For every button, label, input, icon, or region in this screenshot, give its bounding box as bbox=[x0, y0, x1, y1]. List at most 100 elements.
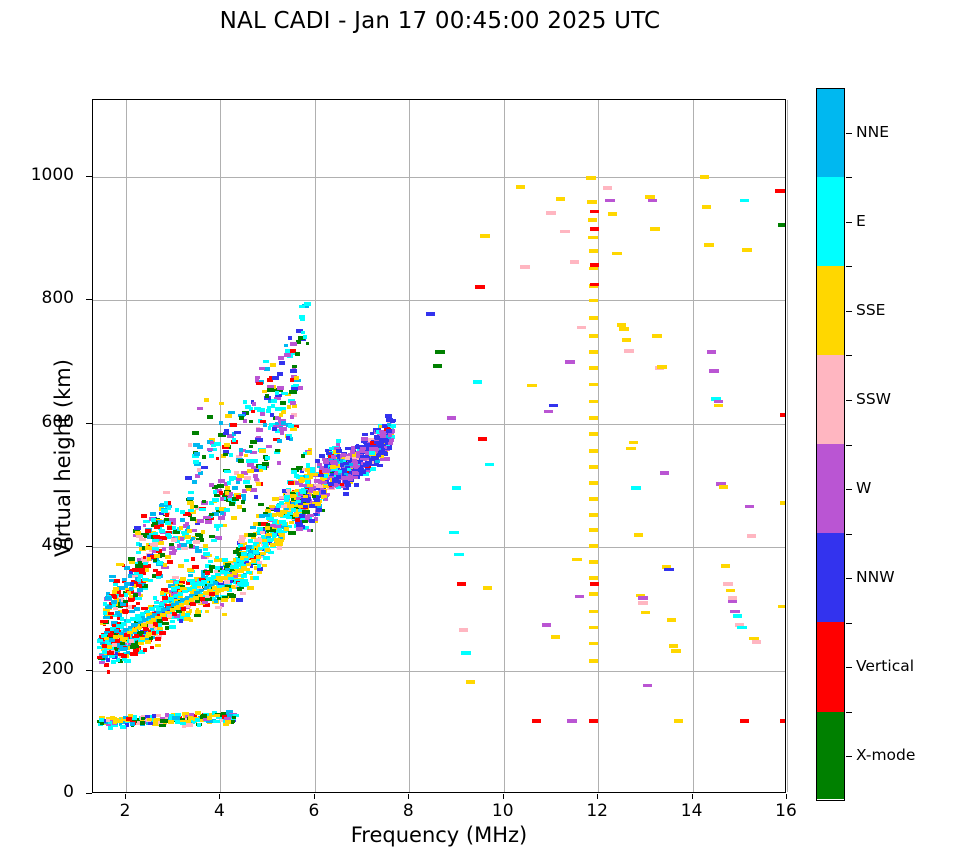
echo-marker bbox=[179, 525, 184, 530]
echo-marker bbox=[280, 430, 285, 435]
echo-marker bbox=[208, 512, 214, 517]
echo-marker bbox=[213, 598, 218, 603]
echo-marker bbox=[152, 521, 158, 525]
echo-marker bbox=[134, 571, 140, 575]
echo-marker bbox=[285, 492, 291, 496]
echo-marker bbox=[178, 584, 186, 589]
echo-marker bbox=[735, 623, 745, 627]
echo-marker bbox=[276, 546, 283, 550]
echo-marker bbox=[275, 393, 283, 398]
echo-marker bbox=[222, 450, 229, 454]
echo-marker bbox=[718, 484, 728, 489]
echo-marker bbox=[432, 364, 443, 368]
echo-marker bbox=[163, 500, 169, 505]
echo-marker bbox=[167, 523, 172, 528]
echo-marker bbox=[129, 722, 136, 727]
echo-marker bbox=[119, 593, 124, 598]
echo-marker bbox=[263, 530, 269, 535]
echo-marker bbox=[169, 546, 176, 550]
x-axis-tick-label: 16 bbox=[775, 801, 797, 821]
echo-marker bbox=[118, 631, 124, 636]
colorbar-segment-w[interactable] bbox=[817, 444, 844, 534]
echo-marker bbox=[588, 544, 599, 548]
echo-marker bbox=[588, 497, 599, 501]
echo-marker bbox=[171, 597, 178, 601]
echo-marker bbox=[310, 466, 316, 471]
echo-marker bbox=[102, 644, 108, 648]
echo-marker bbox=[98, 715, 105, 720]
colorbar-segment-nnw[interactable] bbox=[817, 533, 844, 623]
azimuth-colorbar[interactable] bbox=[816, 88, 845, 801]
echo-marker bbox=[290, 501, 298, 506]
echo-marker bbox=[223, 716, 231, 721]
echo-marker bbox=[196, 582, 202, 587]
echo-marker bbox=[132, 574, 140, 579]
echo-marker bbox=[213, 581, 219, 585]
echo-marker bbox=[451, 486, 462, 490]
echo-marker bbox=[125, 716, 132, 721]
echo-marker bbox=[244, 475, 251, 480]
echo-marker bbox=[195, 710, 202, 715]
echo-marker bbox=[253, 544, 260, 548]
echo-marker bbox=[262, 359, 269, 364]
colorbar-segment-nne[interactable] bbox=[817, 89, 844, 177]
echo-marker bbox=[132, 623, 139, 627]
echo-marker bbox=[128, 570, 134, 575]
echo-marker bbox=[588, 576, 599, 580]
echo-marker bbox=[588, 560, 599, 564]
echo-marker bbox=[192, 480, 198, 485]
echo-marker bbox=[155, 607, 164, 611]
echo-marker bbox=[291, 470, 297, 475]
echo-marker bbox=[309, 468, 316, 473]
echo-marker bbox=[182, 524, 188, 528]
echo-marker bbox=[198, 577, 205, 582]
echo-marker bbox=[240, 499, 245, 504]
colorbar-label-sse: SSE bbox=[856, 300, 886, 319]
echo-marker bbox=[342, 491, 350, 496]
echo-marker bbox=[157, 519, 164, 524]
gridline-vertical bbox=[126, 100, 128, 792]
echo-marker bbox=[335, 449, 342, 453]
colorbar-segment-sse[interactable] bbox=[817, 265, 844, 356]
echo-marker bbox=[112, 606, 119, 611]
echo-marker bbox=[364, 442, 370, 447]
echo-marker bbox=[186, 581, 194, 586]
echo-marker bbox=[231, 571, 238, 575]
echo-marker bbox=[567, 719, 577, 724]
echo-marker bbox=[133, 634, 140, 638]
echo-marker bbox=[195, 599, 201, 604]
echo-marker bbox=[588, 719, 599, 724]
echo-marker bbox=[302, 494, 309, 499]
echo-marker bbox=[160, 717, 166, 721]
echo-marker bbox=[290, 412, 297, 417]
echo-marker bbox=[294, 376, 300, 380]
colorbar-segment-e[interactable] bbox=[817, 176, 844, 266]
echo-marker bbox=[243, 418, 248, 423]
echo-marker bbox=[104, 663, 110, 668]
echo-marker bbox=[169, 550, 177, 555]
y-axis-tick-label: 1000 bbox=[30, 165, 74, 186]
colorbar-segment-x-mode[interactable] bbox=[817, 711, 844, 800]
echo-marker bbox=[257, 546, 264, 551]
colorbar-tick bbox=[846, 667, 852, 669]
echo-marker bbox=[222, 587, 229, 592]
echo-marker bbox=[124, 632, 130, 637]
echo-marker bbox=[219, 581, 228, 585]
colorbar-segment-vertical[interactable] bbox=[817, 622, 844, 712]
echo-marker bbox=[271, 537, 276, 541]
echo-marker bbox=[186, 616, 192, 621]
echo-marker bbox=[136, 625, 142, 630]
colorbar-segment-ssw[interactable] bbox=[817, 355, 844, 445]
echo-marker bbox=[520, 265, 530, 269]
colorbar-label-nne: NNE bbox=[856, 122, 889, 141]
echo-marker bbox=[153, 632, 158, 637]
echo-marker bbox=[340, 452, 346, 457]
echo-marker bbox=[213, 490, 217, 494]
echo-marker bbox=[723, 582, 733, 587]
echo-marker bbox=[327, 475, 335, 480]
echo-marker bbox=[292, 403, 297, 408]
echo-marker bbox=[313, 512, 318, 517]
echo-marker bbox=[214, 565, 221, 570]
echo-marker bbox=[340, 469, 348, 473]
echo-marker bbox=[347, 474, 352, 478]
